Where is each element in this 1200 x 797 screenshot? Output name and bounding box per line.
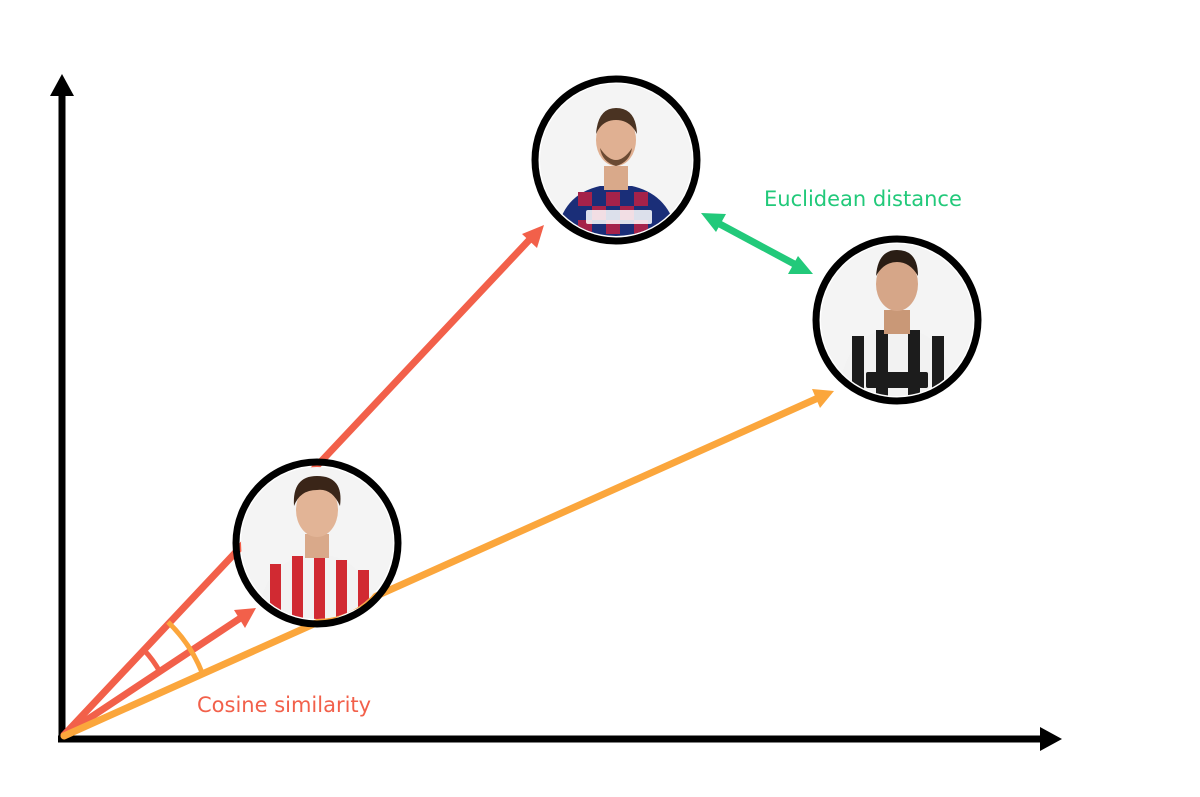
vectors bbox=[60, 225, 834, 740]
player-portrait-juventus-icon bbox=[812, 235, 982, 405]
vector-to-right-arrowhead bbox=[812, 389, 834, 408]
portrait-ring-right bbox=[812, 235, 982, 405]
axes bbox=[50, 74, 1062, 751]
x-axis-arrowhead bbox=[1040, 727, 1062, 751]
y-axis-arrowhead bbox=[50, 74, 74, 96]
cosine-similarity-label: Cosine similarity bbox=[197, 693, 371, 717]
vector-to-lower-arrowhead bbox=[234, 608, 256, 628]
player-portrait-barcelona-icon bbox=[531, 75, 701, 245]
angle-arc-inner bbox=[142, 648, 163, 674]
vector-to-right bbox=[60, 394, 822, 740]
portrait-ring-top bbox=[531, 75, 701, 245]
angle-arc-outer bbox=[166, 620, 206, 676]
angle-arcs bbox=[142, 620, 206, 676]
distance-arrowhead-right bbox=[788, 256, 813, 274]
distance-arrowhead-left bbox=[701, 213, 726, 232]
vector-to-top-arrowhead bbox=[522, 225, 544, 248]
player-portrait-atletico-icon bbox=[232, 458, 402, 628]
distance-arrow bbox=[701, 213, 813, 274]
portrait-ring-lower bbox=[232, 458, 402, 628]
vector-to-lower bbox=[60, 613, 246, 739]
distance-line bbox=[714, 218, 800, 270]
euclidean-distance-label: Euclidean distance bbox=[764, 187, 962, 211]
